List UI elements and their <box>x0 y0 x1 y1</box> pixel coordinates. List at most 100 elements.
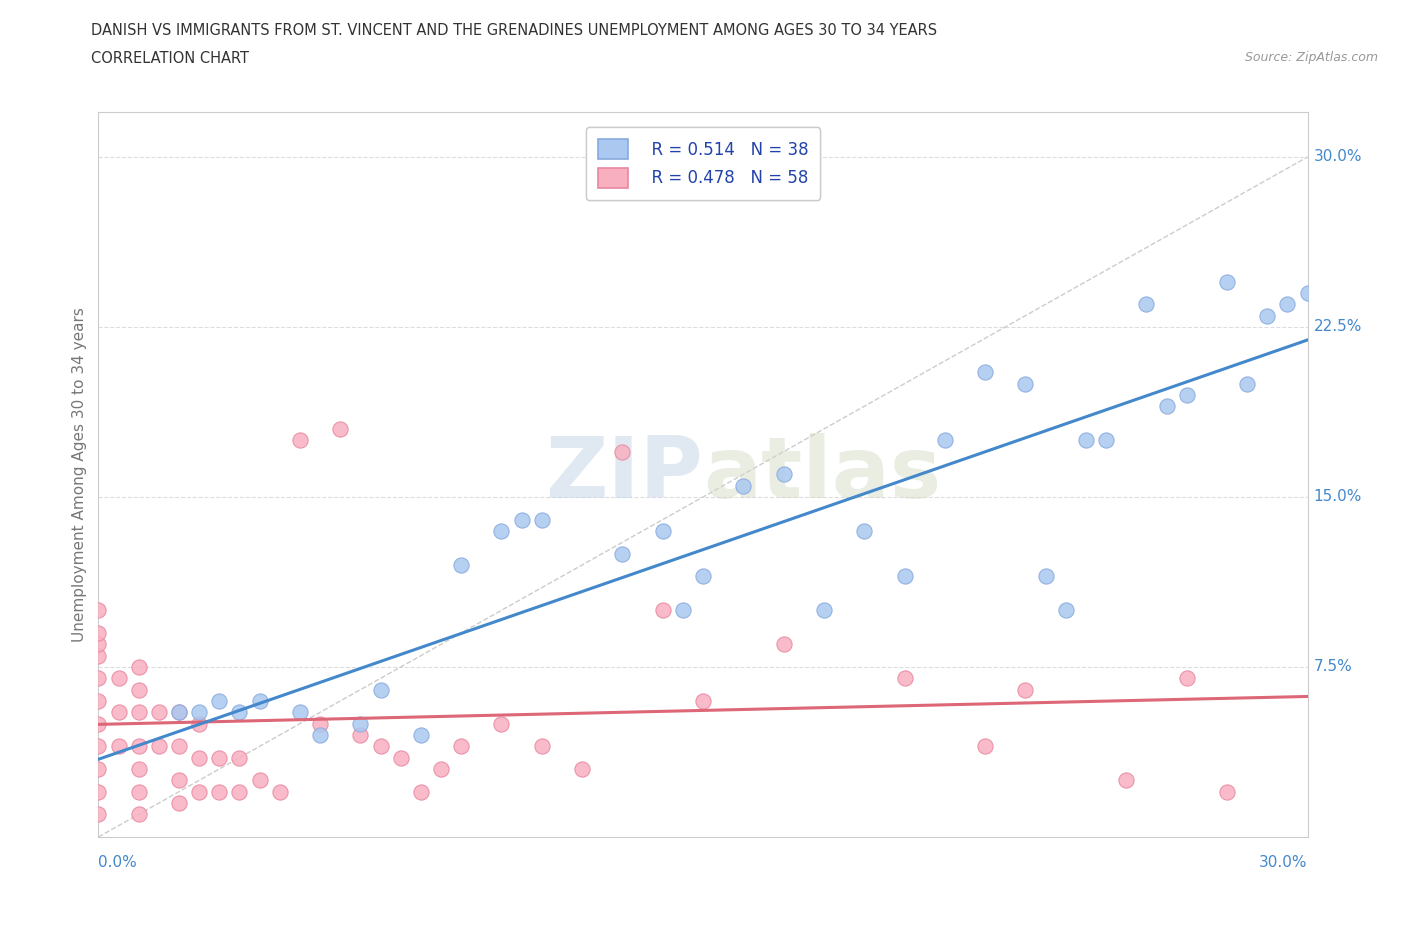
Point <box>228 751 250 765</box>
Point <box>87 626 110 641</box>
Text: 0.0%: 0.0% <box>98 856 138 870</box>
Point <box>1277 297 1299 312</box>
Point <box>167 738 190 753</box>
Point <box>167 705 190 720</box>
Point <box>510 512 533 527</box>
Point <box>349 716 371 731</box>
Point <box>167 773 190 788</box>
Point <box>128 705 150 720</box>
Point <box>107 671 129 685</box>
Point <box>87 738 110 753</box>
Point <box>612 445 634 459</box>
Point <box>87 603 110 618</box>
Point <box>309 716 332 731</box>
Point <box>87 648 110 663</box>
Point <box>107 705 129 720</box>
Point <box>1014 376 1036 391</box>
Point <box>893 671 915 685</box>
Text: atlas: atlas <box>703 432 941 516</box>
Point <box>1054 603 1077 618</box>
Point <box>188 784 211 799</box>
Point <box>409 784 432 799</box>
Point <box>249 694 271 709</box>
Point <box>813 603 835 618</box>
Point <box>188 751 211 765</box>
Point <box>128 807 150 822</box>
Point <box>1095 432 1118 447</box>
Point <box>893 569 915 584</box>
Text: DANISH VS IMMIGRANTS FROM ST. VINCENT AND THE GRENADINES UNEMPLOYMENT AMONG AGES: DANISH VS IMMIGRANTS FROM ST. VINCENT AN… <box>91 23 938 38</box>
Text: ZIP: ZIP <box>546 432 703 516</box>
Point <box>1216 274 1239 289</box>
Point <box>1014 683 1036 698</box>
Point <box>148 738 170 753</box>
Point <box>167 705 190 720</box>
Point <box>309 727 332 742</box>
Point <box>491 716 513 731</box>
Point <box>87 637 110 652</box>
Point <box>1175 388 1198 403</box>
Point <box>733 478 755 493</box>
Point <box>228 705 250 720</box>
Text: 30.0%: 30.0% <box>1260 856 1308 870</box>
Point <box>692 569 714 584</box>
Point <box>87 762 110 777</box>
Point <box>389 751 412 765</box>
Point <box>87 784 110 799</box>
Point <box>853 524 876 538</box>
Point <box>208 784 231 799</box>
Point <box>188 716 211 731</box>
Point <box>1156 399 1178 414</box>
Point <box>450 738 472 753</box>
Point <box>1175 671 1198 685</box>
Point <box>1035 569 1057 584</box>
Point <box>651 603 673 618</box>
Point <box>612 546 634 561</box>
Point <box>430 762 453 777</box>
Text: 22.5%: 22.5% <box>1313 319 1362 335</box>
Point <box>1296 286 1319 300</box>
Point <box>128 659 150 674</box>
Y-axis label: Unemployment Among Ages 30 to 34 years: Unemployment Among Ages 30 to 34 years <box>72 307 87 642</box>
Point <box>530 512 553 527</box>
Text: 7.5%: 7.5% <box>1313 659 1353 674</box>
Text: CORRELATION CHART: CORRELATION CHART <box>91 51 249 66</box>
Point <box>228 784 250 799</box>
Point <box>87 716 110 731</box>
Text: 30.0%: 30.0% <box>1313 150 1362 165</box>
Point <box>651 524 673 538</box>
Point <box>1216 784 1239 799</box>
Point <box>128 762 150 777</box>
Point <box>934 432 956 447</box>
Point <box>491 524 513 538</box>
Point <box>148 705 170 720</box>
Point <box>409 727 432 742</box>
Point <box>974 365 997 379</box>
Point <box>128 738 150 753</box>
Point <box>288 432 311 447</box>
Point <box>269 784 291 799</box>
Point <box>87 807 110 822</box>
Point <box>208 694 231 709</box>
Legend:   R = 0.514   N = 38,   R = 0.478   N = 58: R = 0.514 N = 38, R = 0.478 N = 58 <box>586 127 820 200</box>
Point <box>450 558 472 573</box>
Point <box>370 738 392 753</box>
Point <box>772 467 794 482</box>
Point <box>349 727 371 742</box>
Point <box>672 603 695 618</box>
Point <box>128 784 150 799</box>
Point <box>1135 297 1157 312</box>
Point <box>208 751 231 765</box>
Text: 15.0%: 15.0% <box>1313 489 1362 504</box>
Point <box>1074 432 1097 447</box>
Text: Source: ZipAtlas.com: Source: ZipAtlas.com <box>1244 51 1378 64</box>
Point <box>1115 773 1137 788</box>
Point <box>107 738 129 753</box>
Point <box>1256 308 1278 323</box>
Point <box>188 705 211 720</box>
Point <box>87 694 110 709</box>
Point <box>87 671 110 685</box>
Point <box>329 421 352 436</box>
Point <box>571 762 593 777</box>
Point <box>128 683 150 698</box>
